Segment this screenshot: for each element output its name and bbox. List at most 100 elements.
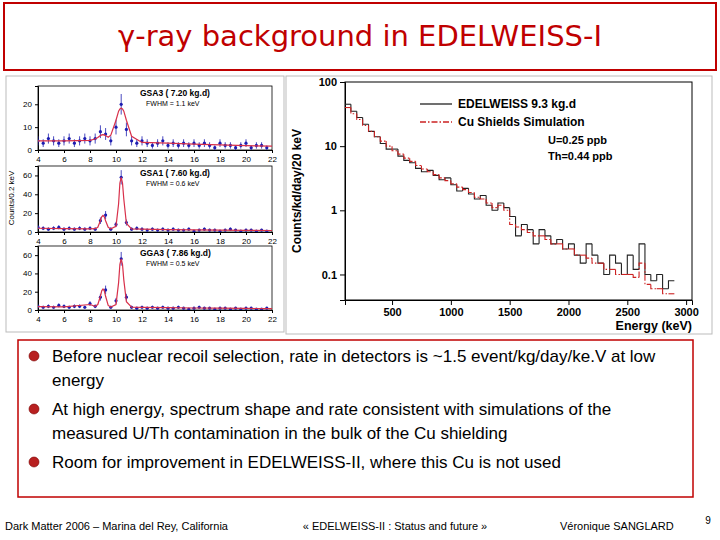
histogram-step [657, 274, 663, 280]
tick-label: 0 [28, 228, 33, 237]
tick-label: 22 [268, 155, 277, 164]
tick-label: 2500 [616, 306, 640, 318]
tick-mark [116, 232, 117, 235]
panel-chart: 4681012141618202201020GSA3 ( 7.20 kg.d)F… [23, 86, 277, 164]
tick: 0 [28, 306, 38, 315]
tick-label: 16 [190, 315, 199, 324]
histogram-step [510, 210, 516, 224]
tick-mark [35, 175, 38, 176]
tick: 22 [268, 310, 277, 324]
histogram-step [351, 108, 357, 114]
histogram-step [633, 255, 639, 269]
slide-title: γ-ray background in EDELWEISS-I [118, 19, 602, 53]
axis-line [35, 87, 39, 151]
plot-frame [38, 166, 272, 232]
histogram-step [410, 158, 416, 161]
histogram-step [557, 243, 563, 244]
tick-label: 0.1 [322, 268, 337, 280]
histogram-step [616, 269, 622, 274]
tick: 0 [28, 228, 38, 237]
tick-label: 12 [138, 315, 147, 324]
tick: 8 [88, 310, 93, 324]
axis-line [35, 167, 39, 233]
tick-mark [272, 232, 273, 235]
tick-mark [142, 310, 143, 313]
histogram-step [498, 203, 504, 210]
tick-label: 10 [112, 155, 121, 164]
histogram-step [610, 269, 616, 270]
tick-mark [340, 274, 345, 275]
legend-label: EDELWEISS 9.3 kg.d [458, 97, 576, 111]
tick: 10 [112, 310, 121, 324]
fit-curve [38, 108, 272, 146]
tick: 4 [36, 232, 41, 246]
tick: 1000 [439, 300, 463, 318]
y-axis-title: Counts/kd/day/20 keV [290, 129, 304, 253]
tick-mark [142, 150, 143, 153]
histogram-step [545, 236, 551, 240]
tick: 22 [268, 232, 277, 246]
histogram-step [392, 149, 398, 150]
histogram-step [574, 244, 580, 255]
data-point [120, 103, 123, 106]
tick-mark [35, 150, 38, 151]
data-point [47, 137, 50, 140]
histogram-step [404, 154, 410, 158]
tick-label: 10 [325, 140, 337, 152]
tick-label: 3000 [674, 306, 698, 318]
histogram-step [480, 197, 486, 199]
tick-label: 18 [216, 155, 225, 164]
histogram-step [386, 141, 392, 146]
x-axis: 46810121416182022 [36, 310, 277, 324]
tick: 6 [62, 150, 67, 164]
histogram-step [651, 284, 657, 288]
histogram-step [398, 149, 404, 156]
tick-label: 60 [23, 171, 32, 180]
tick: 2000 [557, 300, 581, 318]
tick-mark [340, 146, 345, 147]
data-point [244, 142, 247, 145]
annotation: FWHM = 1.1 keV [146, 100, 200, 107]
axis-line [39, 151, 273, 154]
tick: 500 [383, 300, 401, 318]
tick: 4 [36, 310, 41, 324]
tick-label: 8 [88, 155, 93, 164]
histogram-step [345, 104, 351, 105]
histogram-step [433, 172, 439, 175]
histogram-step [463, 187, 469, 190]
histogram-step [510, 208, 516, 217]
histogram-step [533, 230, 539, 244]
histogram-step [345, 107, 351, 108]
histogram-step [604, 263, 610, 269]
histogram-step [433, 170, 439, 175]
tick-mark [451, 300, 452, 305]
tick-mark [90, 232, 91, 235]
tick-mark [64, 150, 65, 153]
histogram-step [421, 165, 427, 169]
histogram-step [392, 146, 398, 151]
data-point [109, 139, 112, 142]
tick-mark [194, 232, 195, 235]
histogram-step [633, 274, 639, 277]
tick-mark [272, 150, 273, 153]
tick-label: 6 [62, 155, 67, 164]
data-point [83, 306, 86, 309]
tick-label: 20 [242, 315, 251, 324]
tick-mark [35, 127, 38, 128]
annotation: FWHM = 0.5 keV [146, 260, 200, 267]
histogram-step [580, 255, 586, 263]
tick: 20 [242, 310, 251, 324]
histogram-step [498, 205, 504, 207]
tick: 20 [23, 100, 38, 109]
tick-label: 20 [23, 288, 32, 297]
tick: 10 [112, 150, 121, 164]
histogram-step [533, 233, 539, 236]
tick-mark [90, 310, 91, 313]
axis-line [39, 233, 273, 236]
histogram-step [557, 240, 563, 244]
tick: 20 [23, 209, 38, 218]
histogram-step [639, 263, 645, 277]
tick-mark [246, 232, 247, 235]
tick-mark [627, 300, 628, 305]
tick: 100 [319, 76, 345, 88]
